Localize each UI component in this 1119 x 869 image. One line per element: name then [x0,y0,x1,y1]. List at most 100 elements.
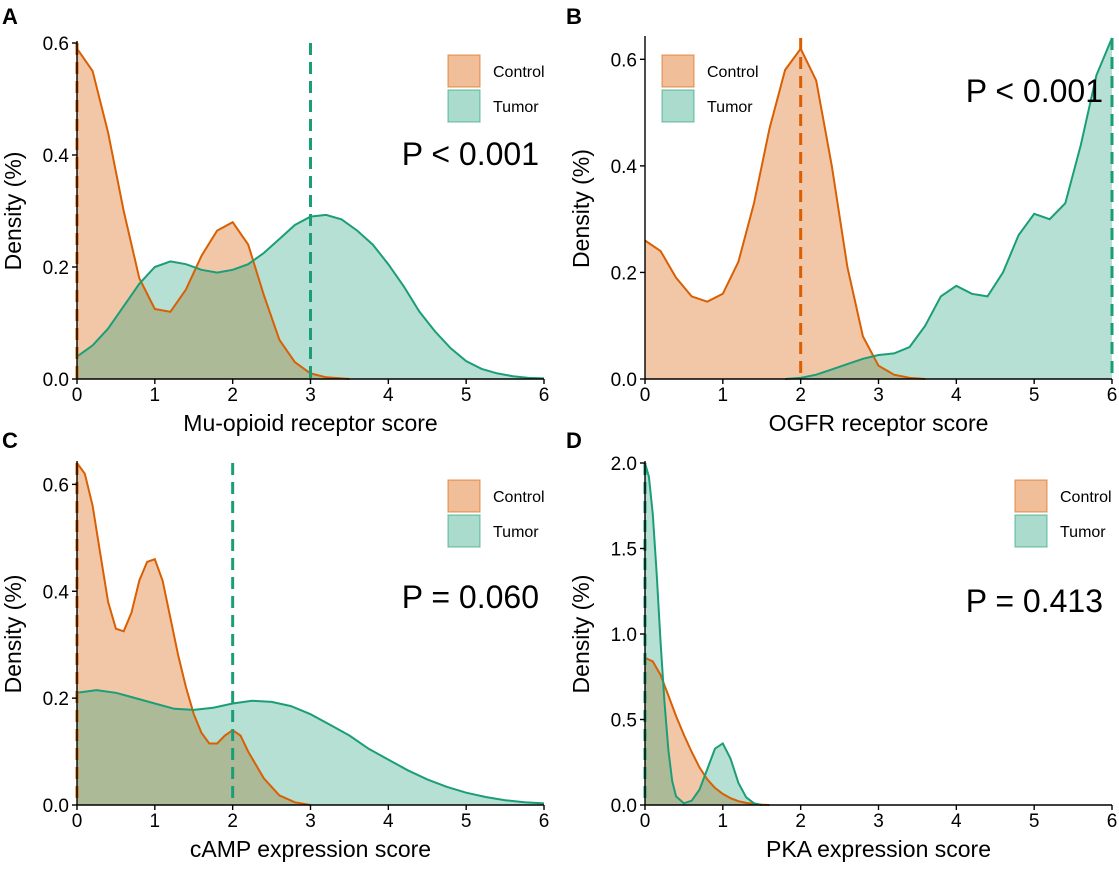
x-tick-label: 3 [873,811,884,832]
density-line-tumor [644,462,763,806]
density-line-tumor [785,37,1113,380]
y-tick-label: 1.5 [611,540,637,561]
density-line-tumor [76,689,545,805]
p-value-annotation: P < 0.001 [966,73,1103,109]
legend-label-control: Control [493,64,545,81]
panel-letter: B [566,4,582,29]
legend-key-tumor [1014,514,1048,548]
x-tick-label: 0 [72,811,83,832]
y-tick-label: 0.6 [43,34,69,55]
density-area-tumor [785,38,1112,379]
legend-label-tumor: Tumor [707,99,753,116]
density-line-control [76,48,350,380]
y-tick-label: 0.0 [611,796,637,817]
x-tick-label: 3 [305,811,316,832]
panel-letter: D [566,428,582,453]
y-tick-label: 0.0 [611,370,637,391]
x-tick-label: 6 [539,811,550,832]
legend-key-control [661,54,695,88]
x-tick-label: 2 [795,385,806,406]
legend-key-control [447,479,481,513]
p-value-annotation: P = 0.060 [402,579,539,615]
legend-key-tumor [661,89,695,123]
y-tick-label: 0.6 [611,50,637,71]
density-area-tumor [77,690,544,805]
legend-label-control: Control [1060,489,1112,506]
x-tick-label: 4 [383,811,394,832]
density-area-control [77,463,311,805]
x-tick-label: 2 [227,385,238,406]
density-area-control [645,657,770,805]
x-tick-label: 3 [305,385,316,406]
y-tick-label: 0.5 [611,711,637,732]
density-line-control [76,462,311,806]
y-axis-title: Density (%) [0,575,26,694]
x-tick-label: 4 [951,811,962,832]
x-tick-label: 2 [795,811,806,832]
panel-a: A 0 1 2 3 4 5 6 0.0 0.2 0.4 0.6 Mu-opioid receptor s… [0,4,549,436]
density-line-control [644,656,770,806]
density-area-control [645,48,926,379]
y-axis-title: Density (%) [568,575,594,694]
y-tick-label: 0.2 [43,258,69,279]
y-tick-label: 0.2 [43,689,69,710]
x-tick-label: 1 [718,811,729,832]
x-tick-label: 3 [873,385,884,406]
panel-d: D 0 1 2 3 4 5 6 0.0 0.5 1.0 1.5 2.0 PKA expression sc… [566,428,1117,862]
legend-label-tumor: Tumor [493,524,539,541]
y-tick-label: 0.0 [43,370,69,391]
x-tick-label: 6 [1107,811,1118,832]
density-line-control [644,46,926,380]
panel-b: B 0 1 2 3 4 5 6 0.0 0.2 0.4 0.6 OGFR receptor score D… [566,4,1117,436]
x-tick-label: 4 [951,385,962,406]
y-tick-label: 0.2 [611,263,637,284]
x-axis-title: cAMP expression score [190,836,431,862]
y-tick-label: 0.0 [43,796,69,817]
x-tick-label: 0 [640,811,651,832]
x-tick-label: 0 [72,385,83,406]
y-axis-title: Density (%) [568,149,594,268]
legend: Control Tumor [1014,479,1112,548]
p-value-annotation: P = 0.413 [966,583,1103,619]
x-tick-label: 0 [640,385,651,406]
legend-label-control: Control [493,489,545,506]
x-tick-label: 6 [539,385,550,406]
panel-c: C 0 1 2 3 4 5 6 0.0 0.2 0.4 0.6 cAMP expression scor… [0,428,549,862]
legend-key-control [1014,479,1048,513]
x-tick-label: 1 [718,385,729,406]
y-tick-label: 2.0 [611,454,637,475]
x-tick-label: 6 [1107,385,1118,406]
x-tick-label: 4 [383,385,394,406]
density-area-tumor [645,463,762,805]
y-tick-label: 0.6 [43,475,69,496]
legend-label-control: Control [707,64,759,81]
y-tick-label: 1.0 [611,625,637,646]
y-tick-label: 0.4 [611,157,638,178]
legend: Control Tumor [661,54,759,123]
x-tick-label: 1 [150,811,161,832]
legend-label-tumor: Tumor [1060,524,1106,541]
x-axis-title: PKA expression score [766,836,991,862]
density-area-control [77,48,350,379]
y-tick-label: 0.4 [43,582,70,603]
x-axis-title: Mu-opioid receptor score [183,410,437,436]
x-tick-label: 2 [227,811,238,832]
legend: Control Tumor [447,54,545,123]
x-tick-label: 5 [1029,385,1040,406]
y-axis-title: Density (%) [0,152,26,271]
legend-key-control [447,54,481,88]
x-tick-label: 5 [461,385,472,406]
legend: Control Tumor [447,479,545,548]
x-tick-label: 1 [150,385,161,406]
x-axis-title: OGFR receptor score [769,410,989,436]
panel-letter: C [2,428,18,453]
legend-key-tumor [447,514,481,548]
x-tick-label: 5 [1029,811,1040,832]
x-tick-label: 5 [461,811,472,832]
legend-key-tumor [447,89,481,123]
panel-letter: A [2,4,18,29]
p-value-annotation: P < 0.001 [402,136,539,172]
legend-label-tumor: Tumor [493,99,539,116]
y-tick-label: 0.4 [43,146,70,167]
